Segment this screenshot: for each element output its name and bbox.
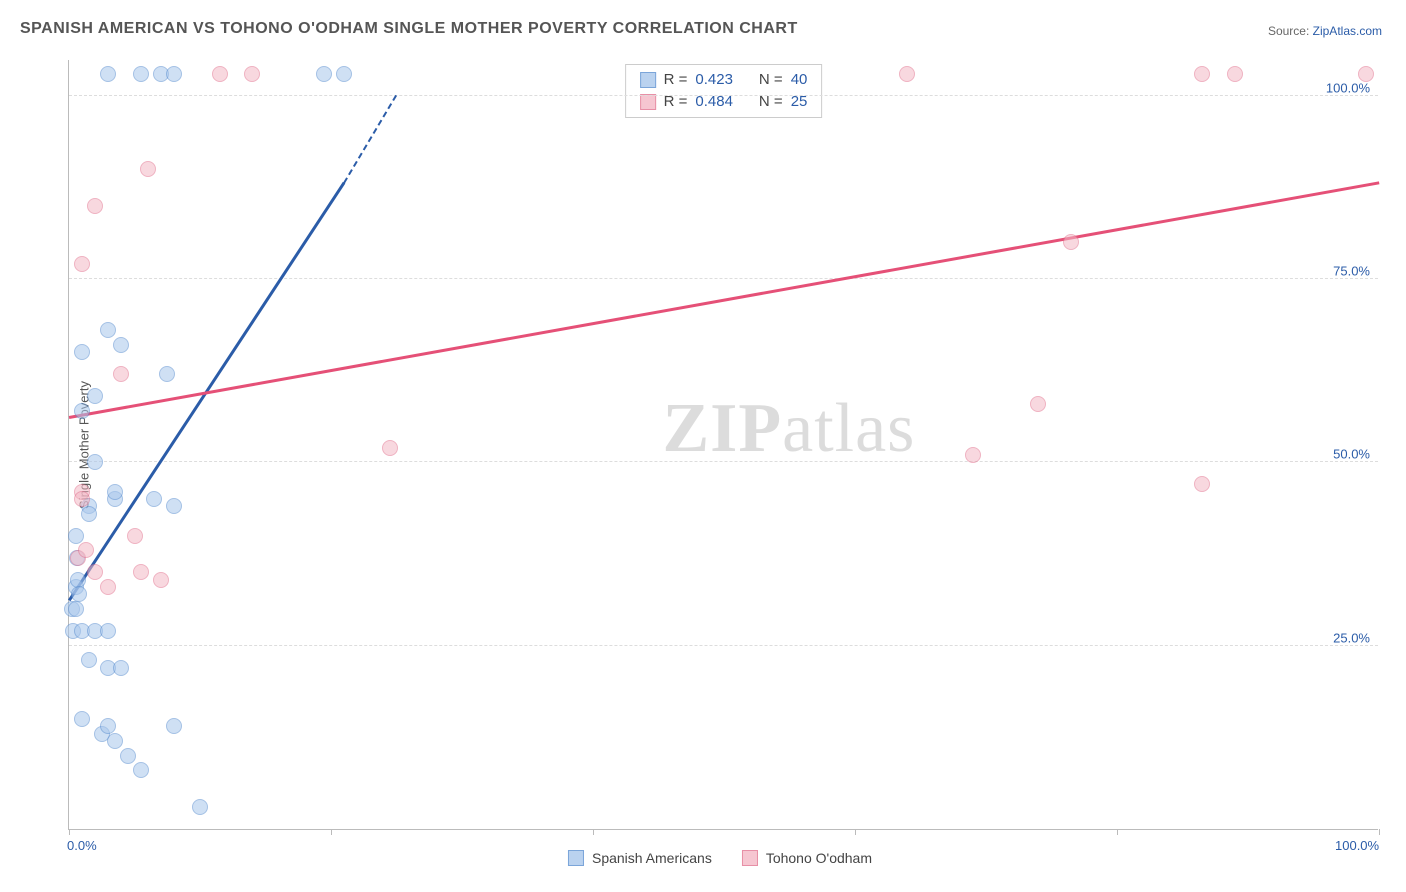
data-point bbox=[382, 440, 398, 456]
data-point bbox=[87, 388, 103, 404]
data-point bbox=[133, 66, 149, 82]
data-point bbox=[965, 447, 981, 463]
data-point bbox=[70, 572, 86, 588]
x-tick-label: 100.0% bbox=[1335, 838, 1379, 853]
data-point bbox=[74, 256, 90, 272]
stat-legend: R = 0.423N = 40R = 0.484N = 25 bbox=[625, 64, 823, 118]
data-point bbox=[100, 718, 116, 734]
data-point bbox=[81, 506, 97, 522]
data-point bbox=[87, 564, 103, 580]
chart-title: SPANISH AMERICAN VS TOHONO O'ODHAM SINGL… bbox=[20, 20, 798, 38]
data-point bbox=[100, 579, 116, 595]
chart-container: Single Mother Poverty ZIPatlas R = 0.423… bbox=[50, 50, 1390, 840]
y-tick-label: 75.0% bbox=[1333, 264, 1370, 279]
data-point bbox=[113, 366, 129, 382]
legend-swatch bbox=[568, 850, 584, 866]
y-tick-label: 100.0% bbox=[1326, 80, 1370, 95]
data-point bbox=[74, 491, 90, 507]
data-point bbox=[68, 601, 84, 617]
legend-item: Spanish Americans bbox=[568, 850, 712, 866]
source-label: Source: bbox=[1268, 24, 1313, 38]
source-value: ZipAtlas.com bbox=[1313, 24, 1382, 38]
data-point bbox=[166, 718, 182, 734]
gridline bbox=[69, 95, 1378, 96]
y-tick-label: 25.0% bbox=[1333, 630, 1370, 645]
data-point bbox=[159, 366, 175, 382]
data-point bbox=[100, 623, 116, 639]
source-attribution: Source: ZipAtlas.com bbox=[1268, 24, 1382, 38]
data-point bbox=[244, 66, 260, 82]
data-point bbox=[166, 66, 182, 82]
data-point bbox=[68, 528, 84, 544]
legend-swatch bbox=[742, 850, 758, 866]
legend-item: Tohono O'odham bbox=[742, 850, 872, 866]
data-point bbox=[166, 498, 182, 514]
series-legend: Spanish Americans Tohono O'odham bbox=[568, 850, 872, 866]
data-point bbox=[107, 733, 123, 749]
data-point bbox=[336, 66, 352, 82]
data-point bbox=[113, 337, 129, 353]
data-point bbox=[74, 403, 90, 419]
legend-swatch bbox=[640, 72, 656, 88]
data-point bbox=[127, 528, 143, 544]
x-tick bbox=[69, 829, 70, 835]
r-value: 0.423 bbox=[695, 69, 733, 91]
data-point bbox=[100, 322, 116, 338]
n-label: N = bbox=[759, 69, 783, 91]
r-label: R = bbox=[664, 69, 688, 91]
plot-area: ZIPatlas R = 0.423N = 40R = 0.484N = 25 … bbox=[68, 60, 1378, 830]
data-point bbox=[1063, 234, 1079, 250]
watermark: ZIPatlas bbox=[662, 389, 915, 469]
data-point bbox=[120, 748, 136, 764]
data-point bbox=[192, 799, 208, 815]
data-point bbox=[212, 66, 228, 82]
x-tick bbox=[593, 829, 594, 835]
data-point bbox=[146, 491, 162, 507]
data-point bbox=[140, 161, 156, 177]
watermark-bold: ZIP bbox=[662, 390, 782, 467]
gridline bbox=[69, 278, 1378, 279]
data-point bbox=[81, 652, 97, 668]
data-point bbox=[107, 484, 123, 500]
data-point bbox=[74, 711, 90, 727]
y-tick-label: 50.0% bbox=[1333, 447, 1370, 462]
gridline bbox=[69, 645, 1378, 646]
data-point bbox=[87, 454, 103, 470]
data-point bbox=[74, 344, 90, 360]
x-tick bbox=[855, 829, 856, 835]
data-point bbox=[316, 66, 332, 82]
stat-legend-row: R = 0.423 N = 40 bbox=[640, 69, 808, 91]
x-tick-label: 0.0% bbox=[67, 838, 97, 853]
data-point bbox=[1358, 66, 1374, 82]
x-tick bbox=[1379, 829, 1380, 835]
data-point bbox=[1194, 476, 1210, 492]
data-point bbox=[87, 198, 103, 214]
data-point bbox=[1030, 396, 1046, 412]
legend-label: Spanish Americans bbox=[592, 850, 712, 866]
legend-swatch bbox=[640, 94, 656, 110]
watermark-rest: atlas bbox=[782, 390, 915, 467]
legend-label: Tohono O'odham bbox=[766, 850, 872, 866]
data-point bbox=[133, 564, 149, 580]
data-point bbox=[1227, 66, 1243, 82]
data-point bbox=[1194, 66, 1210, 82]
data-point bbox=[71, 586, 87, 602]
x-tick bbox=[331, 829, 332, 835]
data-point bbox=[133, 762, 149, 778]
data-point bbox=[153, 572, 169, 588]
n-value: 40 bbox=[791, 69, 808, 91]
data-point bbox=[899, 66, 915, 82]
data-point bbox=[100, 66, 116, 82]
x-tick bbox=[1117, 829, 1118, 835]
gridline bbox=[69, 461, 1378, 462]
data-point bbox=[113, 660, 129, 676]
data-point bbox=[78, 542, 94, 558]
trend-line bbox=[343, 94, 397, 183]
